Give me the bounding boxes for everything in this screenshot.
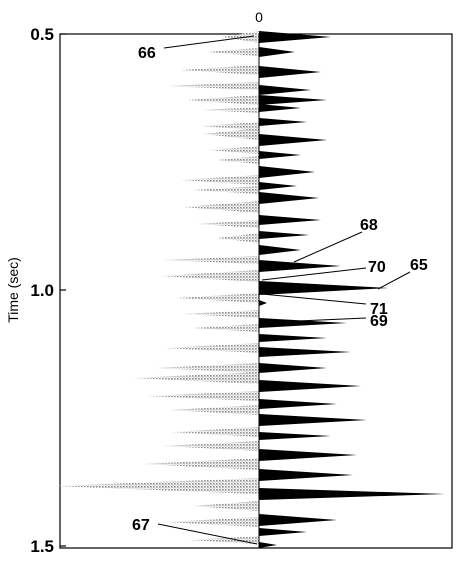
positive-lobe bbox=[259, 47, 295, 57]
positive-lobe bbox=[259, 300, 267, 306]
negative-lobe bbox=[203, 128, 259, 140]
negative-lobe bbox=[161, 270, 259, 282]
leader-line-67 bbox=[157, 523, 258, 545]
positive-lobe bbox=[259, 528, 307, 536]
negative-lobe bbox=[155, 363, 259, 373]
positive-lobe bbox=[259, 334, 327, 342]
negative-lobe bbox=[181, 65, 259, 75]
positive-lobe bbox=[259, 318, 347, 328]
leader-line-69 bbox=[274, 317, 367, 323]
negative-lobe bbox=[167, 82, 259, 90]
negative-lobe bbox=[163, 441, 259, 451]
callout-label-67: 67 bbox=[132, 517, 150, 534]
negative-lobe bbox=[193, 186, 259, 194]
negative-lobe bbox=[223, 31, 259, 43]
y-tick-label: 0.5 bbox=[30, 25, 54, 44]
positive-lobe bbox=[259, 432, 331, 440]
y-tick-label: 1.0 bbox=[30, 281, 54, 300]
callout-label-71: 71 bbox=[370, 301, 388, 318]
positive-lobe bbox=[259, 85, 311, 95]
positive-lobe bbox=[259, 260, 341, 272]
negative-lobe bbox=[167, 517, 259, 527]
negative-lobe bbox=[217, 156, 259, 164]
positive-lobe bbox=[259, 104, 301, 112]
positive-lobe bbox=[259, 281, 389, 295]
positive-amplitude-lobes bbox=[258, 31, 445, 548]
negative-lobe bbox=[187, 95, 259, 105]
negative-lobe bbox=[209, 146, 259, 154]
negative-lobe bbox=[189, 536, 259, 544]
negative-lobe bbox=[201, 122, 259, 130]
positive-lobe bbox=[259, 380, 361, 392]
negative-lobe bbox=[147, 391, 259, 401]
positive-lobe bbox=[259, 514, 337, 526]
positive-lobe bbox=[259, 414, 367, 426]
negative-lobe bbox=[183, 201, 259, 213]
leader-line-70 bbox=[261, 267, 367, 281]
positive-lobe bbox=[259, 192, 319, 204]
callout-label-65: 65 bbox=[410, 257, 428, 274]
positive-lobe bbox=[259, 449, 357, 461]
positive-lobe bbox=[259, 66, 321, 78]
positive-lobe bbox=[259, 363, 327, 373]
positive-lobe bbox=[259, 95, 327, 105]
leader-line-68 bbox=[293, 231, 363, 263]
y-axis: 0.5 1.0 1.5 Time (sec) bbox=[5, 25, 66, 556]
positive-lobe bbox=[259, 347, 351, 357]
negative-lobe bbox=[193, 501, 259, 511]
negative-amplitude-lobes bbox=[55, 31, 259, 544]
negative-lobe bbox=[163, 256, 259, 264]
negative-lobe bbox=[217, 233, 259, 243]
leader-line-65 bbox=[377, 271, 411, 290]
negative-lobe bbox=[193, 324, 259, 332]
negative-lobe bbox=[177, 293, 259, 303]
callout-leaders bbox=[157, 35, 411, 545]
positive-lobe bbox=[259, 231, 309, 239]
negative-lobe bbox=[169, 405, 259, 415]
negative-lobe bbox=[55, 478, 259, 494]
callout-label-66: 66 bbox=[138, 45, 156, 62]
positive-lobe bbox=[259, 488, 445, 500]
positive-lobe bbox=[259, 215, 321, 225]
positive-lobe bbox=[259, 542, 277, 548]
positive-lobe bbox=[259, 134, 327, 146]
negative-lobe bbox=[181, 175, 259, 185]
negative-lobe bbox=[165, 343, 259, 353]
zero-amplitude-label: 0 bbox=[255, 9, 263, 25]
leader-line-66 bbox=[163, 35, 255, 49]
negative-lobe bbox=[171, 427, 259, 437]
negative-lobe bbox=[133, 372, 259, 384]
leader-line-71 bbox=[261, 293, 367, 305]
y-tick-label: 1.5 bbox=[30, 537, 54, 556]
callout-label-69: 69 bbox=[370, 313, 388, 330]
negative-lobe bbox=[197, 220, 259, 228]
y-axis-label: Time (sec) bbox=[5, 257, 21, 323]
negative-lobe bbox=[183, 310, 259, 318]
negative-lobe bbox=[201, 107, 259, 113]
callout-label-68: 68 bbox=[360, 217, 378, 234]
positive-lobe bbox=[259, 151, 301, 159]
callout-label-70: 70 bbox=[368, 259, 386, 276]
positive-lobe bbox=[259, 182, 297, 190]
negative-lobe bbox=[143, 458, 259, 470]
negative-lobe bbox=[207, 48, 259, 56]
positive-lobe bbox=[259, 399, 337, 409]
positive-lobe bbox=[259, 245, 301, 255]
positive-lobe bbox=[259, 166, 315, 178]
positive-lobe bbox=[259, 118, 307, 126]
positive-lobe bbox=[259, 31, 331, 43]
positive-lobe bbox=[259, 469, 353, 481]
